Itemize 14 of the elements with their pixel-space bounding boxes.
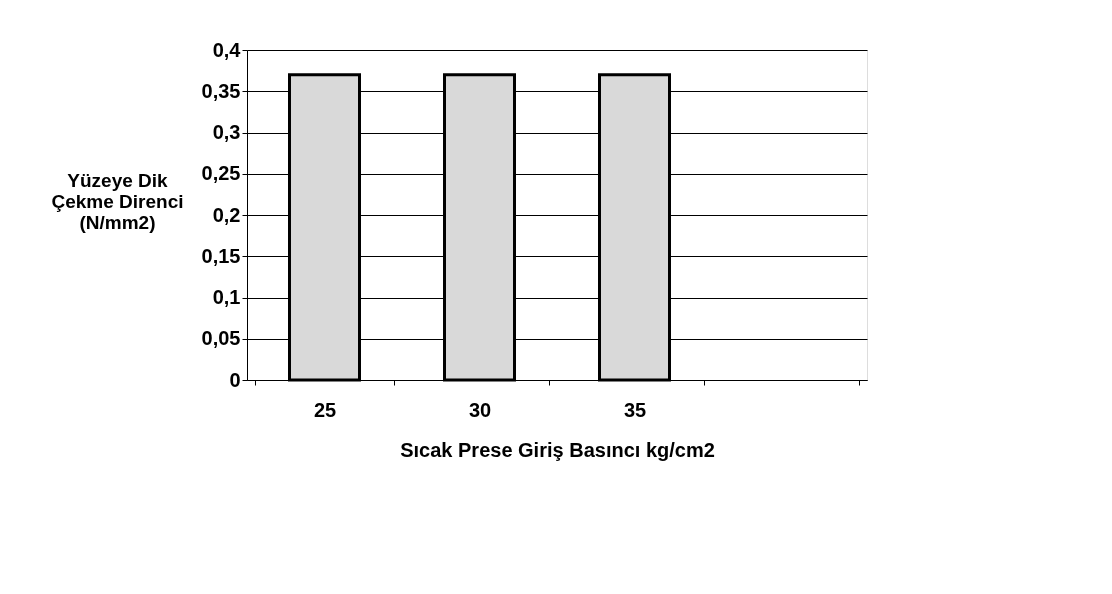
x-axis-title: Sıcak Prese Giriş Basıncı kg/cm2 bbox=[400, 438, 715, 461]
y-tick-label: 0,4 bbox=[212, 38, 242, 61]
y-tick-label: 0,1 bbox=[212, 286, 241, 308]
x-tick-label: 35 bbox=[623, 398, 647, 421]
y-tick-label: 0,35 bbox=[201, 79, 241, 102]
y-axis-title: Yüzeye Dik Çekme Direnci (N/mm2) bbox=[51, 169, 184, 233]
y-tick-label: 0,25 bbox=[201, 162, 241, 185]
y-tick-label: 0,05 bbox=[201, 327, 241, 350]
y-tick-label: 0,2 bbox=[212, 203, 241, 226]
y-tick-label: 0,15 bbox=[201, 244, 241, 267]
x-tick-label: 30 bbox=[468, 398, 492, 421]
y-tick-label: 0 bbox=[229, 368, 241, 391]
x-tick-label: 25 bbox=[313, 398, 337, 421]
y-tick-label: 0,3 bbox=[212, 121, 241, 143]
